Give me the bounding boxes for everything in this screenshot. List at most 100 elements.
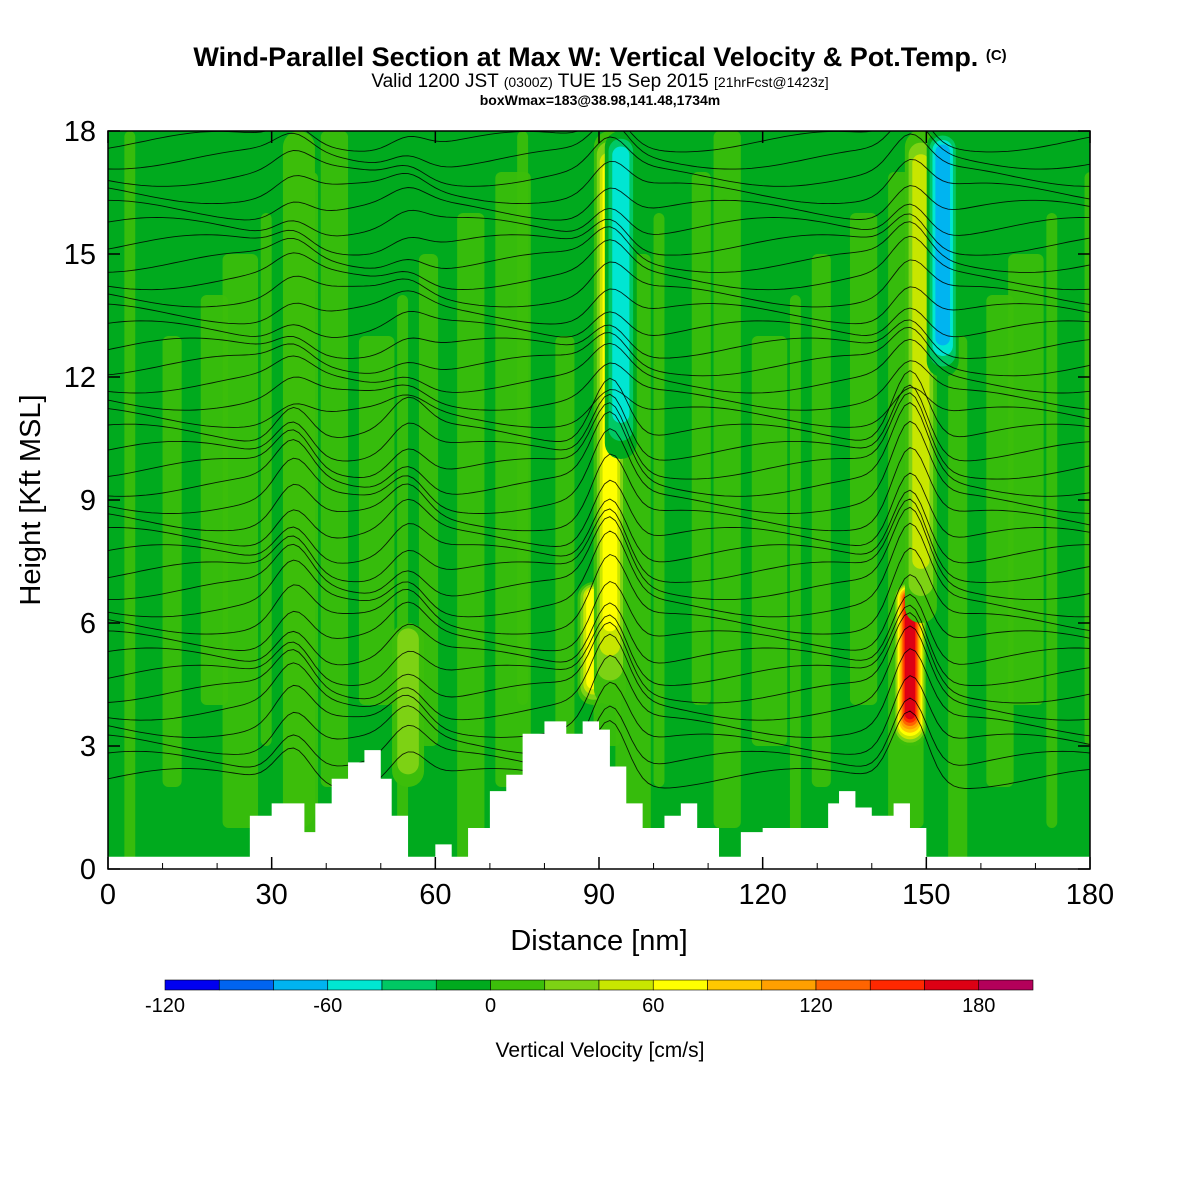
weak-updraft-band bbox=[1084, 172, 1090, 746]
theta-contour-line bbox=[108, 259, 1090, 308]
y-tick-label: 3 bbox=[80, 731, 96, 763]
weak-updraft-band bbox=[1008, 254, 1044, 705]
theta-contour-line bbox=[108, 697, 1090, 769]
colorbar-swatch bbox=[869, 979, 925, 991]
copyright-mark: (C) bbox=[985, 47, 1007, 64]
theta-contour-line bbox=[108, 307, 1090, 338]
x-tick-label: 90 bbox=[583, 879, 615, 911]
colorbar-label: Vertical Velocity [cm/s] bbox=[496, 1039, 705, 1062]
theta-contour-line bbox=[108, 420, 1090, 514]
colorbar-tick-label: 180 bbox=[962, 995, 995, 1017]
colorbar-swatch bbox=[652, 979, 708, 991]
y-tick-label: 9 bbox=[80, 485, 96, 517]
weak-updraft-band bbox=[653, 213, 665, 787]
x-tick-label: 30 bbox=[256, 879, 288, 911]
colorbar-tick-label: -60 bbox=[313, 995, 342, 1017]
colorbar-swatch bbox=[164, 979, 220, 991]
x-axis-label: Distance [nm] bbox=[510, 925, 687, 957]
weak-updraft-band bbox=[751, 336, 788, 746]
theta-contour-line bbox=[108, 338, 1090, 394]
updraft-plume bbox=[282, 131, 315, 828]
colorbar-swatch bbox=[435, 979, 491, 991]
y-axis-label: Height [Kft MSL] bbox=[15, 394, 47, 605]
theta-contour-line bbox=[108, 384, 1090, 462]
x-tick-label: 120 bbox=[738, 879, 786, 911]
theta-contour-line bbox=[108, 360, 1090, 411]
theta-contour-line bbox=[108, 574, 1090, 652]
x-tick-label: 60 bbox=[419, 879, 451, 911]
theta-contour-line bbox=[108, 235, 1090, 291]
colorbar-swatch bbox=[327, 979, 383, 991]
y-tick-label: 15 bbox=[64, 239, 96, 271]
theta-contour-line bbox=[108, 612, 1090, 704]
weak-updraft-band bbox=[222, 254, 259, 828]
weak-updraft-band bbox=[691, 172, 711, 705]
y-tick-label: 12 bbox=[64, 362, 96, 394]
theta-contour-line bbox=[108, 675, 1090, 755]
updraft-plume bbox=[397, 628, 419, 775]
theta-contour-line bbox=[108, 446, 1090, 532]
colorbar-swatch bbox=[598, 979, 654, 991]
colorbar-swatch bbox=[815, 979, 871, 991]
theta-contour-line bbox=[108, 133, 1090, 187]
theta-contour-line bbox=[108, 506, 1090, 601]
y-tick-label: 0 bbox=[80, 854, 96, 886]
weak-updraft-band bbox=[260, 213, 272, 746]
updraft-plume bbox=[912, 154, 930, 569]
theta-contour-line bbox=[108, 489, 1090, 564]
theta-contour-line bbox=[108, 392, 1090, 480]
theta-contour-line bbox=[108, 604, 1090, 687]
weak-updraft-band bbox=[358, 336, 395, 705]
theta-contour-line bbox=[108, 326, 1090, 377]
box-info: boxWmax=183@38.98,141.48,1734m bbox=[479, 92, 721, 108]
colorbar-swatch bbox=[218, 979, 274, 991]
weak-updraft-band bbox=[162, 336, 182, 787]
theta-contour-line bbox=[108, 402, 1090, 497]
y-tick-label: 18 bbox=[64, 116, 96, 148]
x-tick-label: 150 bbox=[902, 879, 950, 911]
downdraft-plume bbox=[935, 144, 951, 346]
weak-updraft-band bbox=[418, 254, 439, 746]
theta-contour-line bbox=[108, 387, 1090, 428]
weak-updraft-band bbox=[789, 295, 801, 869]
weak-updraft-band bbox=[849, 213, 878, 705]
colorbar-tick-label: 120 bbox=[799, 995, 832, 1017]
theta-contour-line bbox=[108, 472, 1090, 547]
weak-updraft-band bbox=[713, 131, 741, 828]
y-tick-label: 6 bbox=[80, 608, 96, 640]
theta-contour-line bbox=[108, 498, 1090, 583]
theta-contour-line bbox=[108, 286, 1090, 325]
chart-title: Wind-Parallel Section at Max W: Vertical… bbox=[193, 42, 1007, 72]
weak-updraft-band bbox=[200, 295, 229, 705]
theta-contour-line bbox=[108, 158, 1090, 205]
colorbar-swatch bbox=[761, 979, 817, 991]
x-tick-label: 0 bbox=[100, 879, 116, 911]
weak-updraft-band bbox=[124, 131, 136, 869]
theta-contour-line bbox=[108, 319, 1090, 359]
colorbar-swatch bbox=[273, 979, 329, 991]
weak-updraft-band bbox=[457, 213, 485, 869]
colorbar-tick-label: -120 bbox=[145, 995, 185, 1017]
colorbar-swatch bbox=[978, 979, 1034, 991]
weak-updraft-band bbox=[986, 295, 1014, 787]
chart-subtitle: Valid 1200 JST (0300Z) TUE 15 Sep 2015 [… bbox=[371, 71, 829, 92]
downdraft-plume bbox=[612, 146, 630, 423]
updraft-plume bbox=[904, 593, 916, 720]
theta-contour-line bbox=[108, 522, 1090, 618]
theta-contour-line bbox=[108, 547, 1090, 635]
theta-contour-line bbox=[108, 625, 1090, 721]
theta-contour-line bbox=[108, 221, 1090, 273]
theta-contour-line bbox=[108, 203, 1090, 237]
colorbar-swatch bbox=[490, 979, 546, 991]
theta-contour-line bbox=[108, 648, 1090, 738]
theta-contour-line bbox=[108, 593, 1090, 666]
weak-updraft-band bbox=[811, 254, 831, 787]
weak-updraft-band bbox=[948, 336, 968, 869]
theta-contour-line bbox=[108, 213, 1090, 256]
colorbar-swatch bbox=[924, 979, 980, 991]
colorbar-swatch bbox=[544, 979, 600, 991]
terrain bbox=[108, 721, 1090, 869]
colorbar-swatch bbox=[707, 979, 763, 991]
x-tick-label: 180 bbox=[1066, 879, 1114, 911]
